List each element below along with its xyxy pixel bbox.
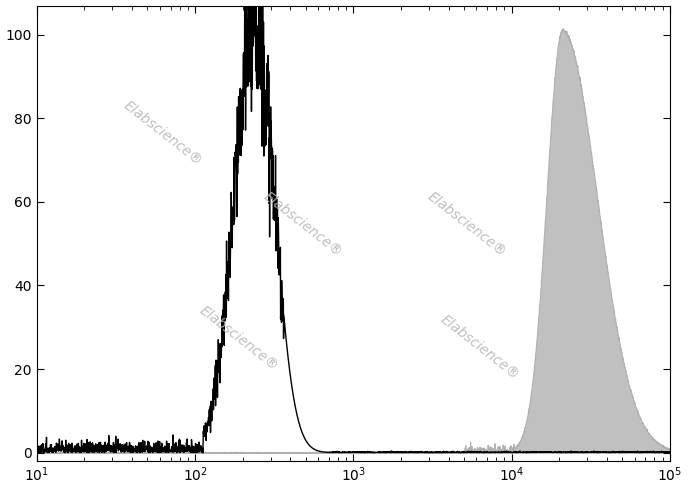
Text: Elabscience®: Elabscience® [197, 303, 281, 373]
Text: Elabscience®: Elabscience® [261, 189, 345, 259]
Text: Elabscience®: Elabscience® [121, 98, 206, 168]
Text: Elabscience®: Elabscience® [438, 312, 522, 382]
Text: Elabscience®: Elabscience® [425, 189, 509, 259]
